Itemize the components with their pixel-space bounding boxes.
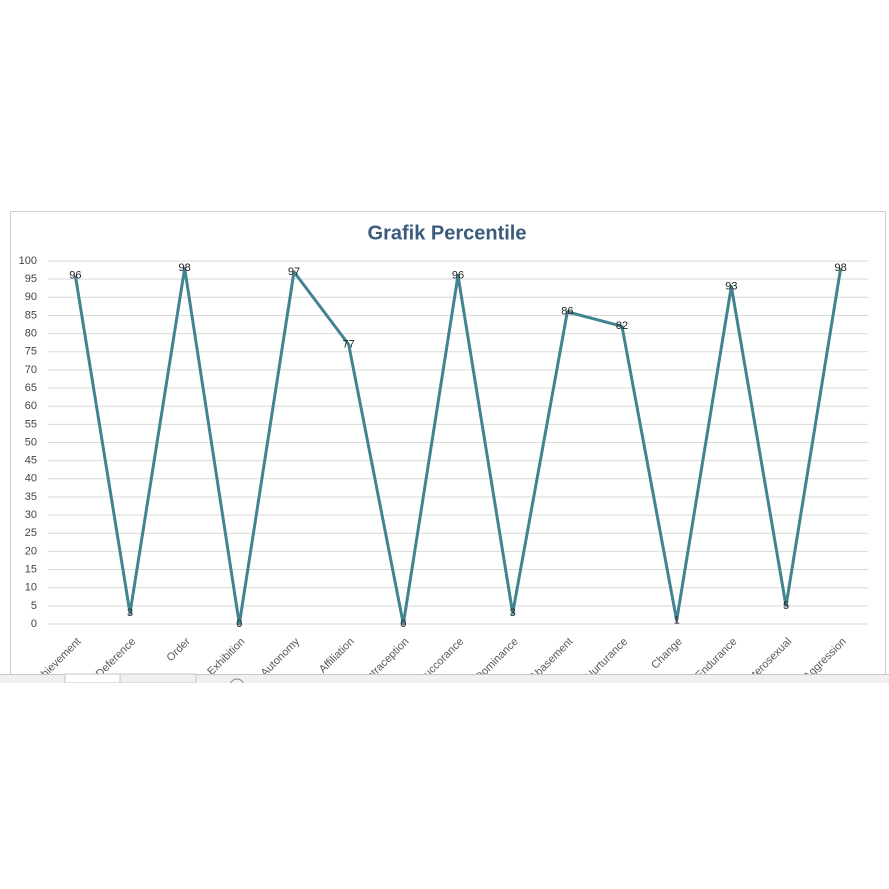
y-tick-label: 10 xyxy=(25,582,37,594)
data-label: 5 xyxy=(783,600,789,612)
data-label: 98 xyxy=(835,262,847,274)
data-label: 0 xyxy=(236,618,242,630)
data-label: 3 xyxy=(510,607,516,619)
data-label: 3 xyxy=(127,607,133,619)
data-label: 77 xyxy=(343,338,355,350)
sheet-tab[interactable] xyxy=(119,673,197,684)
y-tick-label: 25 xyxy=(25,527,37,539)
chart-frame xyxy=(10,211,886,687)
data-label: 97 xyxy=(288,266,300,278)
data-label: 0 xyxy=(400,618,406,630)
y-tick-label: 15 xyxy=(25,563,37,575)
data-label: 96 xyxy=(69,269,81,281)
y-tick-label: 5 xyxy=(31,600,37,612)
y-tick-label: 75 xyxy=(25,346,37,358)
y-tick-label: 45 xyxy=(25,455,37,467)
page-background xyxy=(0,683,889,889)
y-tick-label: 35 xyxy=(25,491,37,503)
y-tick-label: 90 xyxy=(25,291,37,303)
data-label: 93 xyxy=(725,280,737,292)
y-tick-label: 85 xyxy=(25,309,37,321)
data-label: 1 xyxy=(674,614,680,626)
y-tick-label: 80 xyxy=(25,328,37,340)
data-label: 98 xyxy=(179,262,191,274)
data-label: 96 xyxy=(452,269,464,281)
y-tick-label: 50 xyxy=(25,436,37,448)
y-tick-label: 55 xyxy=(25,418,37,430)
y-tick-label: 40 xyxy=(25,473,37,485)
data-line xyxy=(73,266,843,626)
y-tick-label: 70 xyxy=(25,364,37,376)
data-label: 86 xyxy=(561,306,573,318)
chart-title: Grafik Percentile xyxy=(368,222,527,244)
y-tick-label: 20 xyxy=(25,545,37,557)
y-tick-label: 60 xyxy=(25,400,37,412)
data-label: 82 xyxy=(616,320,628,332)
y-tick-label: 0 xyxy=(31,618,37,630)
y-tick-label: 65 xyxy=(25,382,37,394)
y-tick-label: 30 xyxy=(25,509,37,521)
y-tick-label: 95 xyxy=(25,273,37,285)
y-tick-label: 100 xyxy=(19,255,37,267)
sheet-tab-bar xyxy=(0,674,889,683)
active-tab[interactable] xyxy=(64,673,121,684)
